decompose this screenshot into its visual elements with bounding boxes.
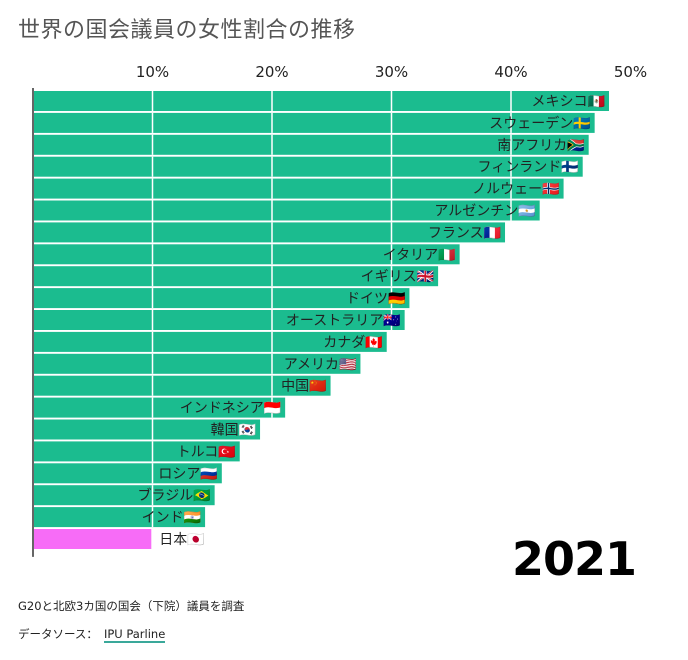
bar-13	[33, 375, 331, 396]
bar-1	[33, 112, 595, 133]
bars-group	[33, 91, 609, 549]
bar-label-18: ブラジル🇧🇷	[137, 487, 211, 504]
bar-label-15: 韓国🇰🇷	[211, 423, 257, 439]
bar-label-6: フランス🇫🇷	[428, 225, 502, 241]
bar-2	[33, 134, 589, 155]
x-tick-label-1: 20%	[255, 63, 288, 81]
bar-9	[33, 288, 410, 309]
bar-label-8: イギリス🇬🇧	[361, 269, 435, 285]
bar-16	[33, 441, 240, 462]
source-link[interactable]: IPU Parline	[103, 627, 166, 643]
bar-6	[33, 222, 506, 243]
bar-label-9: ドイツ🇩🇪	[346, 291, 406, 307]
bar-3	[33, 156, 583, 177]
bar-label-12: アメリカ🇺🇸	[284, 357, 357, 373]
bar-label-7: イタリア🇮🇹	[383, 247, 456, 263]
bar-18	[33, 485, 215, 506]
bar-label-1: スウェーデン🇸🇪	[489, 115, 591, 132]
bar-15	[33, 419, 261, 440]
bar-label-16: トルコ🇹🇷	[177, 444, 237, 460]
chart-title: 世界の国会議員の女性割合の推移	[18, 18, 356, 43]
bar-12	[33, 353, 361, 374]
bar-11	[33, 331, 387, 352]
bar-label-0: メキシコ🇲🇽	[532, 94, 606, 110]
bar-8	[33, 266, 439, 287]
bar-labels: メキシコ🇲🇽 スウェーデン🇸🇪 南アフリカ🇿🇦 フィンランド🇫🇮 ノルウェー🇳🇴 アルゼン…	[137, 94, 605, 548]
bar-label-5: アルゼンチン🇦🇷	[434, 204, 536, 220]
x-tick-label-3: 40%	[494, 63, 527, 81]
source-line: データソース： IPU Parline	[18, 626, 166, 643]
x-tick-label-0: 10%	[136, 63, 169, 81]
bar-19	[33, 507, 206, 528]
year-label: 2021	[511, 532, 637, 586]
bar-17	[33, 463, 222, 484]
bar-10	[33, 310, 405, 330]
bar-5	[33, 200, 540, 221]
footnote: G20と北欧3カ国の国会（下院）議員を調査	[18, 599, 245, 613]
bar-chart: 10% 20% 30% 40% 50% メキシコ🇲🇽 スウェーデン🇸🇪 南アフリカ🇿🇦 フィン…	[32, 63, 647, 557]
x-tick-label-4: 50%	[614, 63, 647, 81]
x-axis-ticks: 10% 20% 30% 40% 50%	[136, 63, 647, 81]
grid-lines	[151, 91, 512, 528]
bar-label-11: カナダ🇨🇦	[323, 335, 383, 351]
source-label: データソース：	[18, 627, 98, 641]
bar-14	[33, 397, 286, 418]
x-tick-label-2: 30%	[375, 63, 408, 81]
bar-label-20: 日本🇯🇵	[159, 532, 205, 548]
bar-label-14: インドネシア🇮🇩	[180, 401, 282, 417]
bar-label-19: インド🇮🇳	[142, 510, 202, 526]
bar-label-13: 中国🇨🇳	[281, 379, 327, 395]
bar-label-17: ロシア🇷🇺	[158, 466, 218, 482]
bar-0	[33, 91, 609, 111]
bar-label-10: オーストラリア🇦🇺	[286, 312, 401, 329]
bar-4	[33, 178, 564, 199]
bar-label-3: フィンランド🇫🇮	[478, 160, 580, 176]
bar-20	[33, 529, 152, 549]
bar-label-2: 南アフリカ🇿🇦	[497, 138, 585, 154]
bar-label-4: ノルウェー🇳🇴	[472, 182, 560, 198]
bar-7	[33, 244, 460, 265]
